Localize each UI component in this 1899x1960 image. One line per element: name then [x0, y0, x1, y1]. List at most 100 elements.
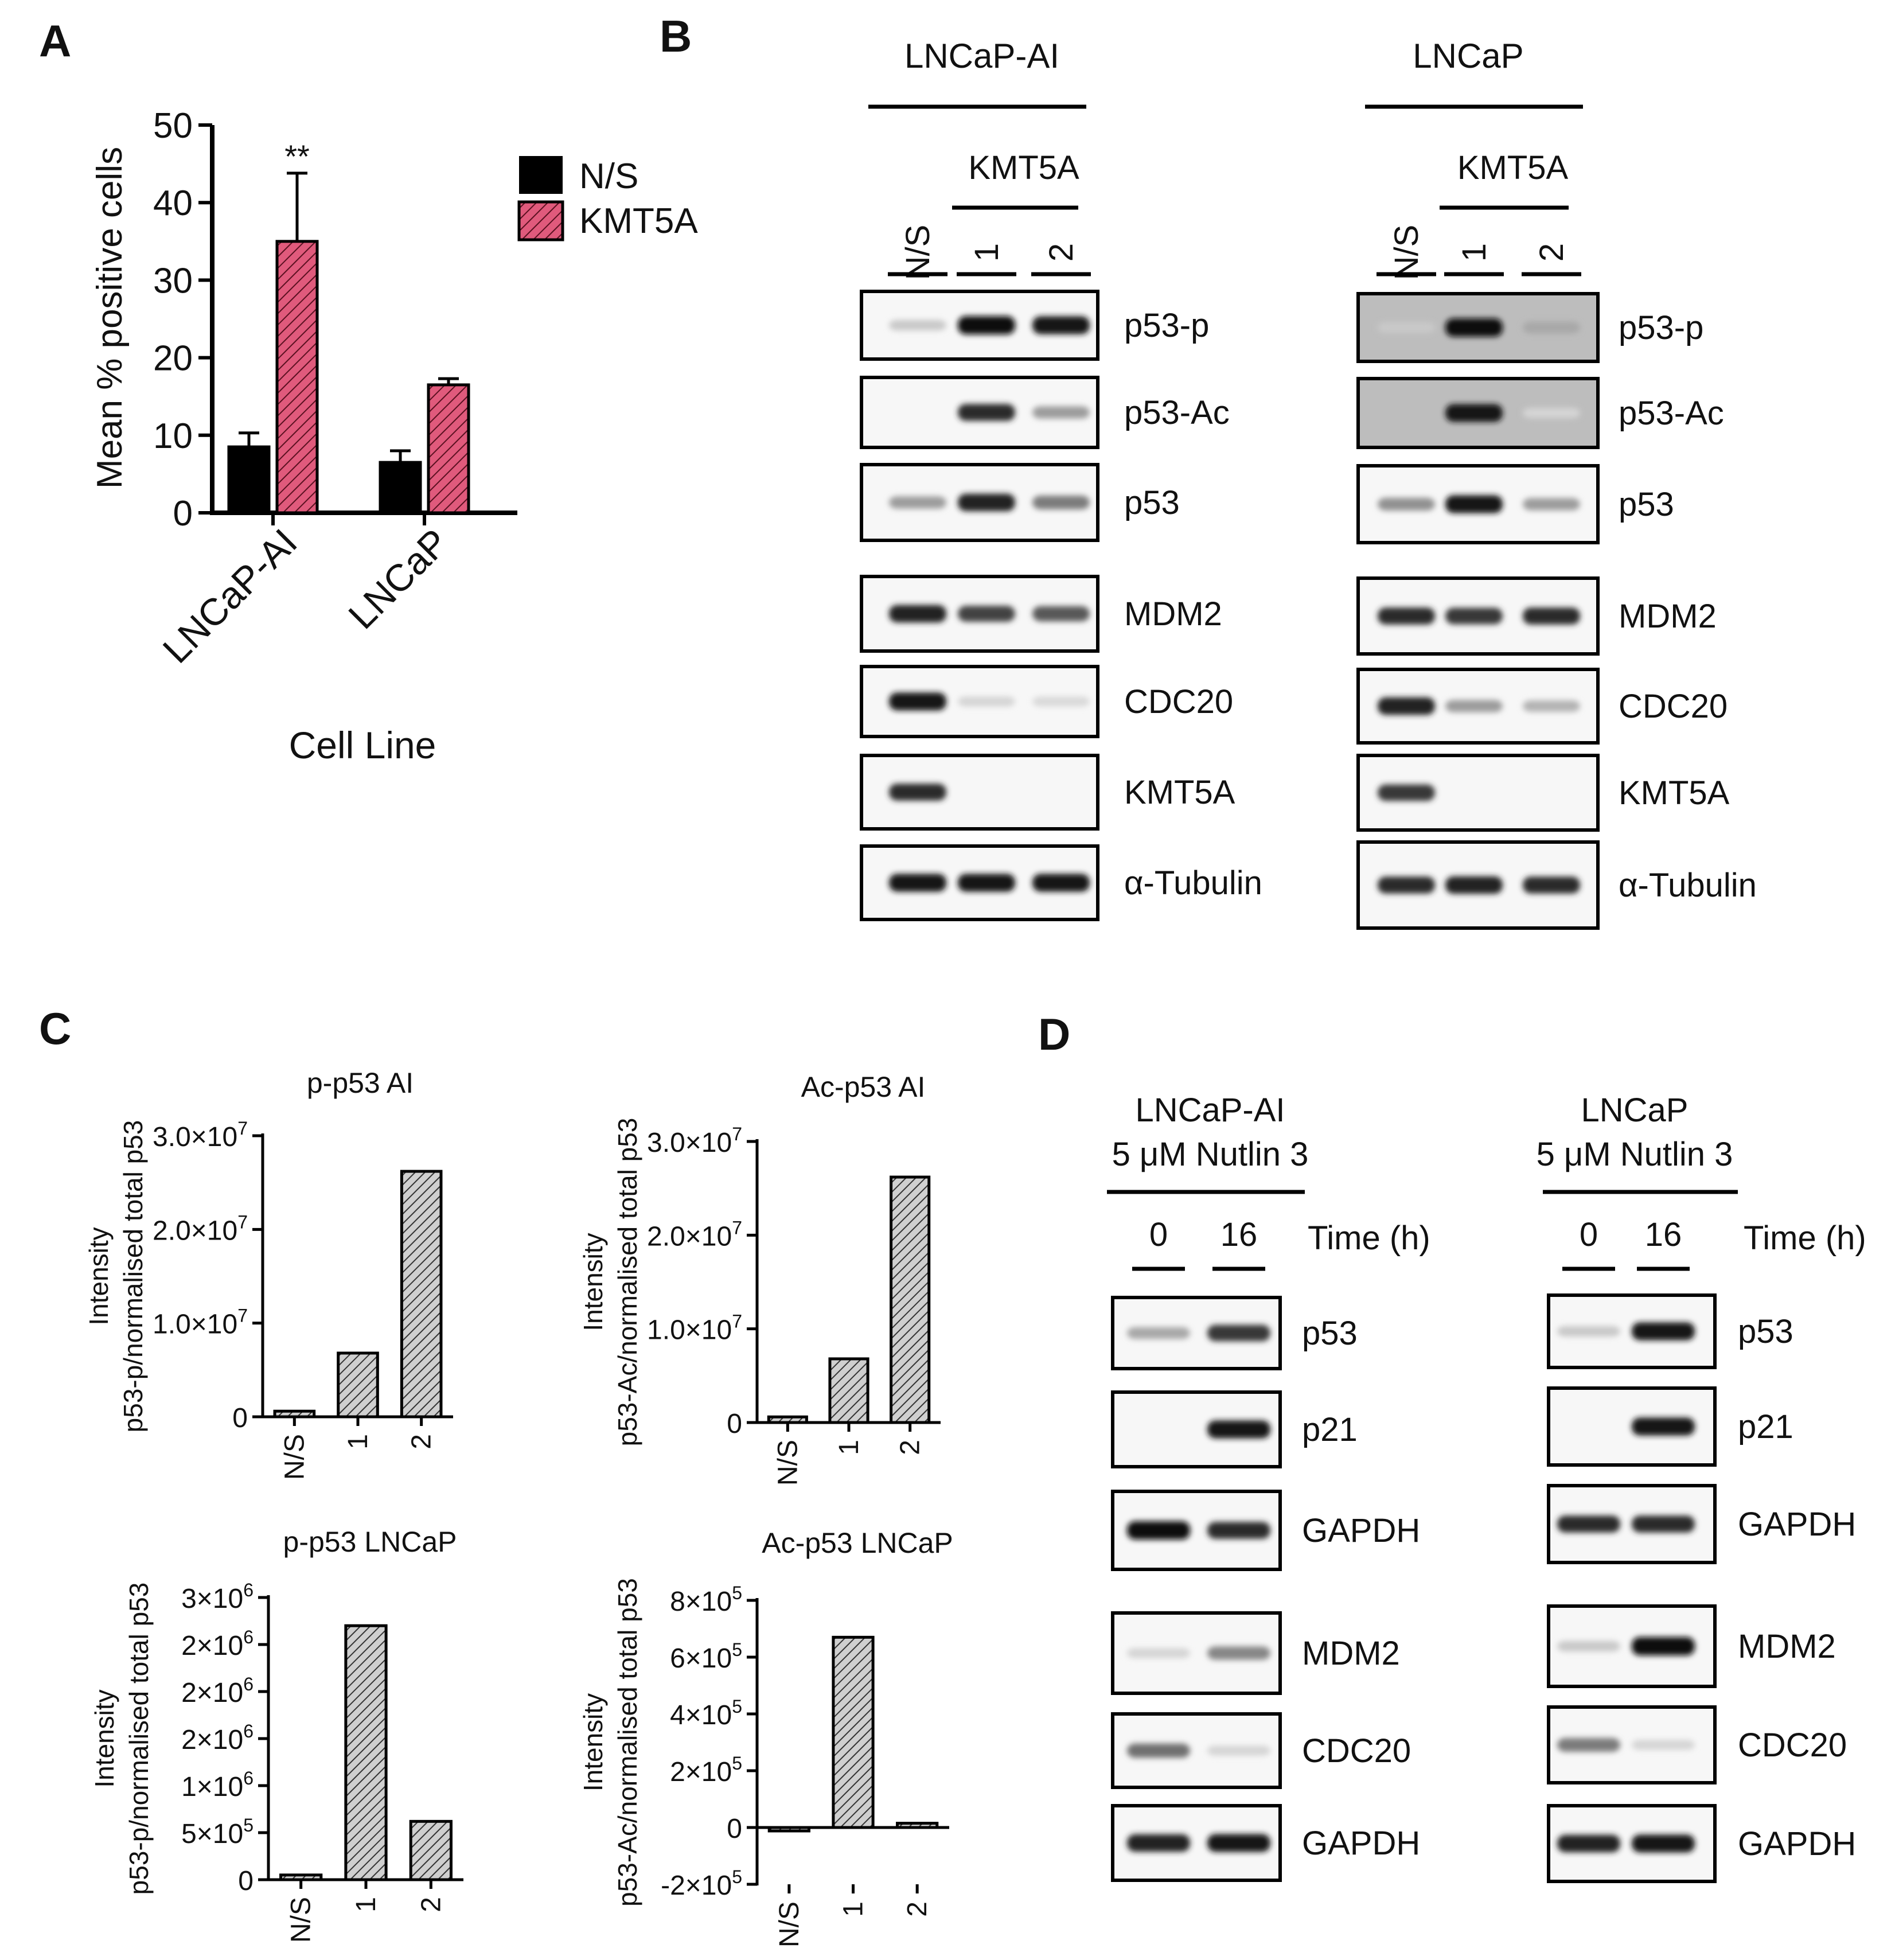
- a-ytick-label: 50: [153, 106, 193, 146]
- row-label: α-Tubulin: [1124, 864, 1262, 902]
- ytick-label: 2×105: [670, 1753, 742, 1787]
- a-xtick-label: LNCaP: [340, 521, 457, 637]
- ytick-label: 6×105: [670, 1639, 742, 1674]
- band: [1523, 700, 1580, 712]
- legend-swatch-ns: [519, 156, 563, 194]
- xtick-label: 2: [407, 1434, 437, 1449]
- band: [1523, 408, 1580, 418]
- band: [1632, 1834, 1695, 1853]
- ylabel-line-1: Intensity: [89, 1689, 119, 1787]
- blot-d-lncap: LNCaP 5 μM Nutlin 3 0 16 Time (h) p53 p21 GAPDH…: [1537, 1092, 1866, 1883]
- bar-2: [890, 1175, 931, 1424]
- xtick-label: 1: [834, 1440, 864, 1455]
- ytick-label: 0: [727, 1814, 742, 1844]
- ytick-label: 8×105: [670, 1583, 742, 1617]
- chart-a-legend: N/S KMT5A: [517, 156, 698, 241]
- band: [1207, 1324, 1270, 1342]
- band: [1557, 1326, 1620, 1337]
- a-ytick-label: 20: [153, 339, 193, 379]
- ytick-label: 3.0×107: [647, 1124, 742, 1158]
- band: [889, 605, 946, 623]
- band: [1127, 1743, 1190, 1758]
- row-label: p53-p: [1124, 307, 1209, 344]
- ytick-label: 2×106: [181, 1674, 254, 1708]
- legend-label-ns: N/S: [579, 157, 638, 196]
- band: [1523, 876, 1580, 894]
- ylabel-line-1: Intensity: [578, 1693, 608, 1791]
- ytick-label: -2×105: [661, 1867, 742, 1901]
- bar-1: [828, 1357, 869, 1424]
- chart-a-xlabel: Cell Line: [289, 724, 436, 766]
- band: [1127, 1834, 1190, 1852]
- a-xtick-label: LNCaP-AI: [154, 521, 305, 671]
- blot-title-line-1: LNCaP: [1581, 1092, 1689, 1129]
- band: [1632, 1637, 1695, 1655]
- lane-label: N/S: [1388, 225, 1425, 280]
- time-lane-label: 0: [1149, 1216, 1168, 1253]
- chart-c4: Ac-p53 LNCaP -2×105 0 2×105 4×105 6×105 8×105 N…: [578, 1527, 953, 1947]
- xtick-label: 2: [416, 1897, 446, 1912]
- ytick-label: 2×106: [181, 1627, 254, 1661]
- bar-1: [832, 1635, 875, 1829]
- band: [1207, 1834, 1270, 1852]
- row-label: CDC20: [1124, 683, 1233, 720]
- band: [1032, 874, 1090, 892]
- blot-title-line-2: 5 μM Nutlin 3: [1537, 1136, 1733, 1173]
- bar-0: [273, 1409, 316, 1419]
- band: [958, 404, 1015, 421]
- ylabel-line-2: p53-Ac/normalised total p53: [613, 1118, 642, 1447]
- band: [1378, 607, 1435, 625]
- time-label: Time (h): [1744, 1219, 1866, 1257]
- xtick-label: N/S: [774, 1901, 805, 1947]
- band: [958, 316, 1015, 334]
- band: [958, 874, 1015, 892]
- row-label: MDM2: [1124, 595, 1222, 633]
- band: [1523, 498, 1580, 511]
- panel-letter-b: B: [660, 11, 692, 61]
- blot-title: LNCaP-AI: [904, 37, 1059, 75]
- ylabel-line-2: p53-Ac/normalised total p53: [613, 1578, 642, 1907]
- ytick-label: 0: [238, 1866, 254, 1896]
- band: [889, 874, 946, 892]
- blot-title-line-1: LNCaP-AI: [1135, 1092, 1285, 1129]
- chart-c3: p-p53 LNCaP 0 5×105 1×106 2×106 2×106 2×106 3×1…: [89, 1526, 463, 1943]
- row-label: p53: [1738, 1313, 1793, 1350]
- time-lane-label: 16: [1220, 1216, 1258, 1253]
- band: [1032, 606, 1090, 622]
- xtick-label: 2: [902, 1901, 933, 1917]
- a-ytick-label: 40: [153, 184, 193, 223]
- ytick-label: 2.0×107: [153, 1211, 248, 1246]
- bar-1: [337, 1351, 379, 1419]
- band: [889, 784, 946, 801]
- bar-2: [409, 1819, 453, 1881]
- xtick-label: N/S: [286, 1897, 317, 1943]
- row-label: GAPDH: [1738, 1506, 1856, 1543]
- row-label: MDM2: [1302, 1635, 1400, 1672]
- blot-b-lncap-ai: LNCaP-AI KMT5A N/S 1 2 p53-p p53-Ac p53 MDM2 CDC2…: [860, 37, 1262, 921]
- bar-0: [767, 1415, 808, 1424]
- chart-c1: p-p53 AI 0 1.0×107 2.0×107 3.0×107 N/S 1 2 Inten…: [84, 1067, 453, 1480]
- ytick-label: 0: [727, 1409, 742, 1439]
- row-label: GAPDH: [1302, 1825, 1420, 1862]
- lane-label: 1: [968, 243, 1005, 262]
- row-label: CDC20: [1619, 688, 1728, 725]
- row-label: GAPDH: [1302, 1512, 1420, 1549]
- band: [1127, 1648, 1190, 1658]
- time-lane-label: 16: [1645, 1216, 1682, 1253]
- chart-a: ** 0 10 20 30 40 50 LNCaP-AI LNCaP Mean % posit…: [90, 106, 698, 766]
- legend-label-kmt5a: KMT5A: [579, 201, 698, 241]
- time-label: Time (h): [1308, 1219, 1430, 1257]
- group-label: KMT5A: [1457, 149, 1569, 186]
- band: [1557, 1641, 1620, 1652]
- chart-title: p-p53 LNCaP: [283, 1526, 457, 1558]
- row-label: p53-Ac: [1619, 395, 1724, 432]
- band: [1378, 322, 1435, 333]
- band: [1032, 696, 1090, 707]
- band: [1557, 1834, 1620, 1853]
- blot-title-line-2: 5 μM Nutlin 3: [1112, 1136, 1309, 1173]
- xtick-label: 1: [343, 1434, 373, 1449]
- band: [1207, 1646, 1270, 1660]
- chart-a-ylabel: Mean % positive cells: [90, 147, 130, 489]
- xtick-label: 1: [839, 1901, 869, 1917]
